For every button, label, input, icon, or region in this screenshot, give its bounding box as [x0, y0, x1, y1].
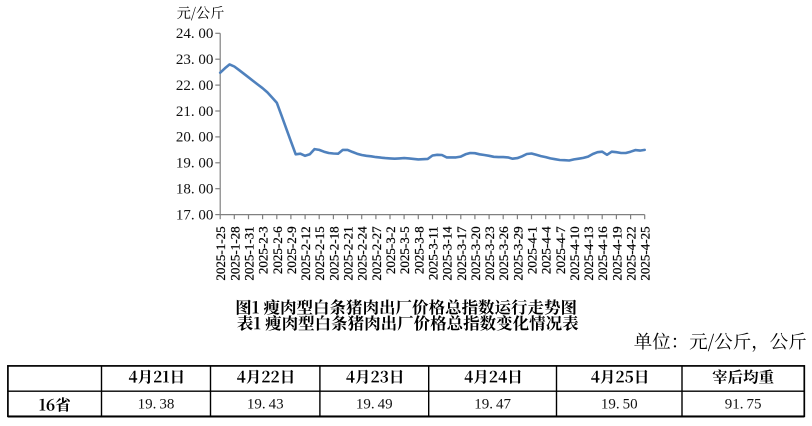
svg-text:2025-3-2: 2025-3-2: [383, 226, 398, 274]
svg-text:2025-2-6: 2025-2-6: [270, 226, 285, 274]
svg-text:2025-4-19: 2025-4-19: [609, 226, 624, 280]
svg-text:2025-2-27: 2025-2-27: [369, 226, 384, 281]
svg-text:2025-2-24: 2025-2-24: [355, 226, 370, 281]
svg-text:2025-4-13: 2025-4-13: [581, 226, 596, 280]
svg-text:22. 00: 22. 00: [176, 78, 214, 94]
svg-text:2025-2-9: 2025-2-9: [284, 226, 299, 274]
svg-text:2025-3-8: 2025-3-8: [411, 226, 426, 274]
svg-text:2025-3-20: 2025-3-20: [468, 226, 483, 280]
svg-text:2025-2-3: 2025-2-3: [256, 226, 271, 274]
svg-text:2025-4-1: 2025-4-1: [525, 226, 540, 274]
svg-text:19. 38: 19. 38: [138, 397, 175, 413]
svg-text:2025-4-10: 2025-4-10: [567, 226, 582, 280]
svg-text:19. 49: 19. 49: [356, 397, 393, 413]
svg-text:91. 75: 91. 75: [725, 397, 762, 413]
svg-text:2025-4-4: 2025-4-4: [539, 226, 554, 274]
svg-text:18. 00: 18. 00: [176, 182, 214, 198]
svg-text:19. 00: 19. 00: [176, 156, 214, 172]
svg-text:2025-3-23: 2025-3-23: [482, 226, 497, 280]
svg-text:19. 43: 19. 43: [247, 397, 284, 413]
svg-text:19. 47: 19. 47: [474, 397, 511, 413]
svg-text:24. 00: 24. 00: [176, 26, 214, 42]
svg-text:2025-2-15: 2025-2-15: [312, 226, 327, 280]
svg-text:2025-4-7: 2025-4-7: [553, 226, 568, 274]
svg-text:2025-2-18: 2025-2-18: [326, 226, 341, 280]
svg-text:2025-3-11: 2025-3-11: [426, 226, 441, 280]
svg-text:2025-2-12: 2025-2-12: [298, 226, 313, 280]
svg-text:2025-3-26: 2025-3-26: [496, 226, 511, 281]
svg-text:19. 50: 19. 50: [601, 397, 638, 413]
svg-text:2025-2-21: 2025-2-21: [341, 226, 356, 280]
svg-text:2025-4-16: 2025-4-16: [595, 226, 610, 281]
svg-text:17. 00: 17. 00: [176, 207, 214, 223]
svg-text:2025-1-25: 2025-1-25: [213, 226, 228, 280]
svg-text:2025-4-25: 2025-4-25: [638, 226, 653, 280]
svg-text:2025-1-31: 2025-1-31: [242, 226, 257, 280]
svg-text:2025-3-14: 2025-3-14: [440, 226, 455, 281]
svg-text:2025-3-17: 2025-3-17: [454, 226, 469, 281]
svg-text:2025-1-28: 2025-1-28: [227, 226, 242, 280]
svg-text:2025-3-5: 2025-3-5: [397, 226, 412, 274]
svg-text:21. 00: 21. 00: [176, 104, 214, 120]
svg-text:2025-4-22: 2025-4-22: [624, 226, 639, 280]
svg-text:20. 00: 20. 00: [176, 130, 214, 146]
svg-text:23. 00: 23. 00: [176, 52, 214, 68]
svg-text:2025-3-29: 2025-3-29: [510, 226, 525, 280]
